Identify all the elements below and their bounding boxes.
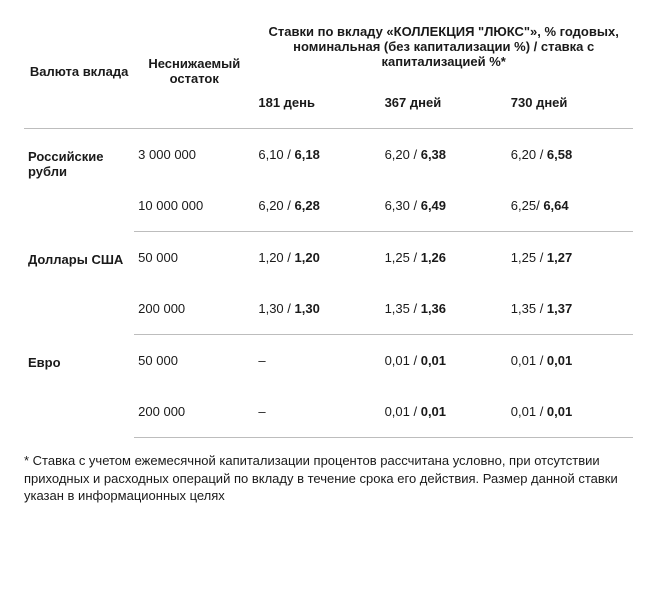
currency-cell: Евро	[24, 335, 134, 438]
rate-nominal: 1,35	[511, 301, 536, 316]
footnote: * Ставка с учетом ежемесячной капитализа…	[24, 452, 633, 505]
rate-nominal: 0,01	[385, 404, 410, 419]
rate-cell: 0,01 / 0,01	[381, 386, 507, 438]
rate-cell: 0,01 / 0,01	[381, 335, 507, 387]
rate-nominal: 6,20	[511, 147, 536, 162]
rate-cell: –	[254, 335, 380, 387]
rate-capitalized: 6,58	[547, 147, 572, 162]
rate-cell: 6,20 / 6,58	[507, 129, 633, 181]
rate-capitalized: 0,01	[547, 353, 572, 368]
header-period-1: 367 дней	[381, 79, 507, 129]
rate-capitalized: 1,37	[547, 301, 572, 316]
balance-cell: 3 000 000	[134, 129, 254, 181]
rate-capitalized: 6,18	[295, 147, 320, 162]
rate-cell: –	[254, 386, 380, 438]
rate-capitalized: 6,28	[295, 198, 320, 213]
rate-cell: 1,30 / 1,30	[254, 283, 380, 335]
rate-cell: 1,20 / 1,20	[254, 232, 380, 284]
header-period-2: 730 дней	[507, 79, 633, 129]
rate-nominal: 1,25	[511, 250, 536, 265]
rate-nominal: 0,01	[385, 353, 410, 368]
balance-cell: 200 000	[134, 283, 254, 335]
rate-nominal: 1,20	[258, 250, 283, 265]
rates-table: Валюта вклада Неснижаемый остаток Ставки…	[24, 24, 633, 438]
rates-tbody: Российские рубли3 000 0006,10 / 6,186,20…	[24, 129, 633, 438]
rate-capitalized: 1,27	[547, 250, 572, 265]
rate-nominal: 1,35	[385, 301, 410, 316]
rate-cell: 6,20 / 6,38	[381, 129, 507, 181]
rate-nominal: 6,10	[258, 147, 283, 162]
rate-nominal: 1,30	[258, 301, 283, 316]
rate-cell: 6,30 / 6,49	[381, 180, 507, 232]
rate-cell: 1,25 / 1,26	[381, 232, 507, 284]
balance-cell: 10 000 000	[134, 180, 254, 232]
header-period-0: 181 день	[254, 79, 380, 129]
rate-capitalized: 1,20	[295, 250, 320, 265]
rate-nominal: 0,01	[511, 353, 536, 368]
header-balance: Неснижаемый остаток	[134, 24, 254, 129]
balance-cell: 50 000	[134, 232, 254, 284]
rate-nominal: 1,25	[385, 250, 410, 265]
rate-cell: 1,35 / 1,37	[507, 283, 633, 335]
rate-capitalized: 6,49	[421, 198, 446, 213]
rate-cell: 6,25/ 6,64	[507, 180, 633, 232]
rate-capitalized: 1,30	[295, 301, 320, 316]
rates-table-container: Валюта вклада Неснижаемый остаток Ставки…	[0, 0, 657, 525]
table-row: Доллары США50 0001,20 / 1,201,25 / 1,261…	[24, 232, 633, 284]
rate-cell: 0,01 / 0,01	[507, 386, 633, 438]
rate-capitalized: 1,36	[421, 301, 446, 316]
table-row: Евро50 000–0,01 / 0,010,01 / 0,01	[24, 335, 633, 387]
balance-cell: 200 000	[134, 386, 254, 438]
rate-nominal: 0,01	[511, 404, 536, 419]
rate-nominal: 6,20	[385, 147, 410, 162]
currency-cell: Доллары США	[24, 232, 134, 335]
rate-capitalized: 6,38	[421, 147, 446, 162]
header-rates-title: Ставки по вкладу «КОЛЛЕКЦИЯ "ЛЮКС"», % г…	[254, 24, 633, 79]
rate-cell: 1,35 / 1,36	[381, 283, 507, 335]
header-currency: Валюта вклада	[24, 24, 134, 129]
rate-capitalized: 0,01	[421, 353, 446, 368]
currency-cell: Российские рубли	[24, 129, 134, 232]
rate-nominal: 6,30	[385, 198, 410, 213]
rate-cell: 0,01 / 0,01	[507, 335, 633, 387]
rate-nominal: 6,20	[258, 198, 283, 213]
rate-capitalized: 0,01	[421, 404, 446, 419]
table-row: Российские рубли3 000 0006,10 / 6,186,20…	[24, 129, 633, 181]
rate-cell: 6,20 / 6,28	[254, 180, 380, 232]
rate-capitalized: 6,64	[543, 198, 568, 213]
rate-cell: 6,10 / 6,18	[254, 129, 380, 181]
rate-capitalized: 1,26	[421, 250, 446, 265]
rate-nominal: 6,25	[511, 198, 536, 213]
rate-capitalized: 0,01	[547, 404, 572, 419]
balance-cell: 50 000	[134, 335, 254, 387]
rate-cell: 1,25 / 1,27	[507, 232, 633, 284]
